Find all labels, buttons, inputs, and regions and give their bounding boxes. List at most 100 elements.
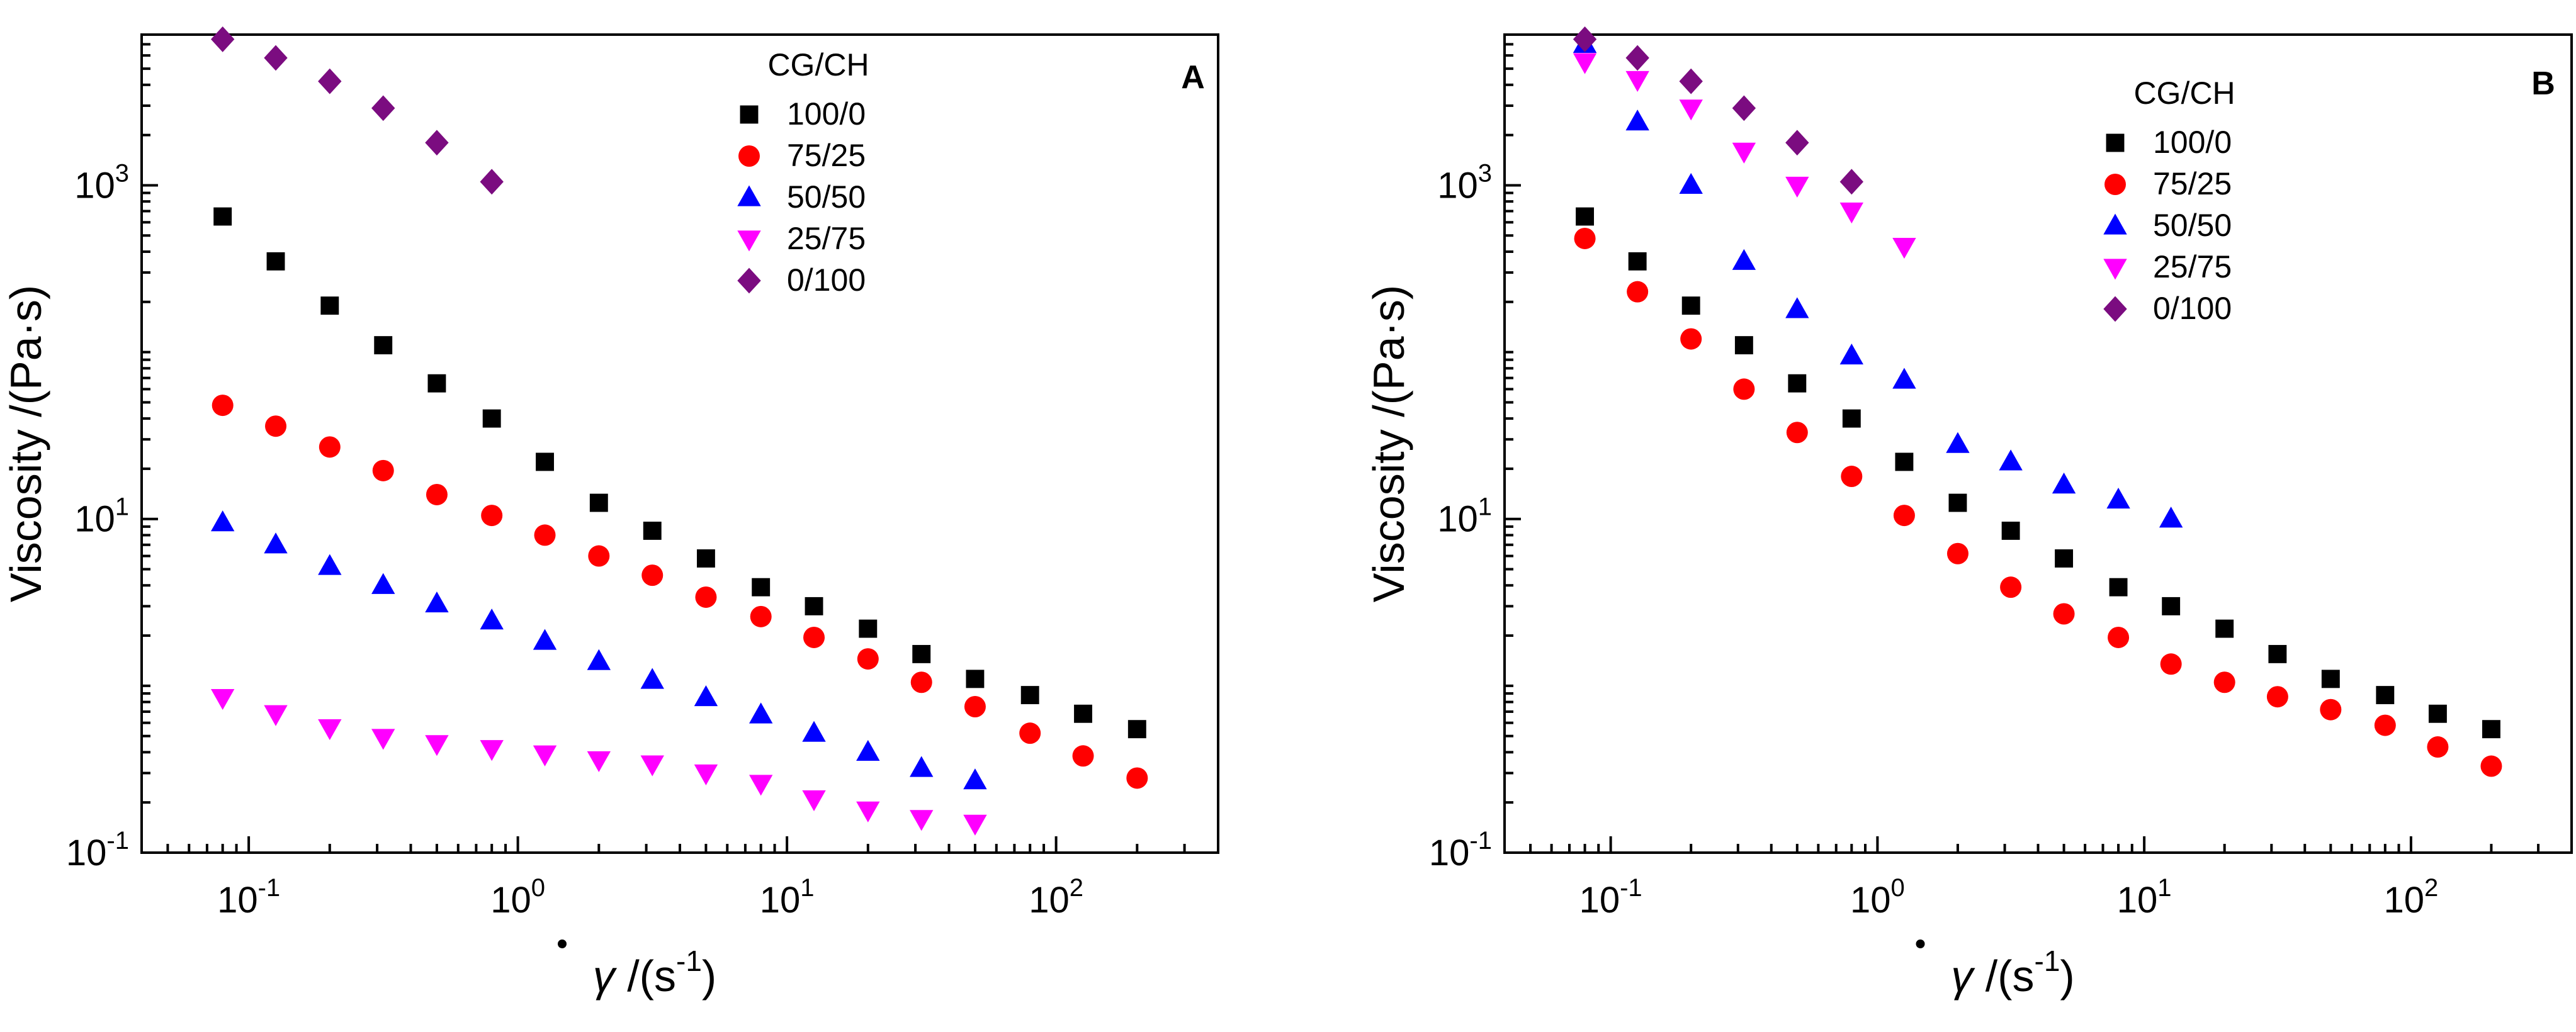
legend-entry: 25/75 [787, 221, 866, 256]
data-point [264, 532, 288, 554]
data-point [1786, 422, 1808, 444]
data-point [1733, 378, 1755, 400]
y-tick-label: 103 [1437, 159, 1492, 206]
data-point [587, 751, 611, 773]
data-point [1627, 281, 1649, 303]
data-point [2001, 521, 2020, 540]
y-tick-label: 103 [74, 159, 129, 206]
panel-b: 10-1 100 101 102 10-1 101 103 γ /(s-1) Viscosity… [1364, 26, 2573, 1001]
data-point [1019, 722, 1041, 744]
x-tick-label: 101 [760, 874, 815, 921]
data-point [480, 169, 504, 195]
data-point [1679, 68, 1703, 94]
x-tick-label: 10-1 [217, 874, 280, 921]
data-point [696, 549, 715, 568]
y-axis-title: Viscosity /(Pa·s) [1, 285, 50, 602]
data-point [2162, 597, 2181, 615]
series-25-75 [210, 688, 987, 836]
data-point [1785, 130, 1809, 156]
legend-entry: 75/25 [2153, 166, 2232, 201]
data-point [480, 740, 504, 761]
data-point [2428, 704, 2447, 723]
data-point [1625, 109, 1649, 131]
y-tick-label: 101 [1437, 493, 1492, 540]
data-point [752, 578, 771, 597]
data-point [212, 395, 234, 417]
data-point [1732, 95, 1756, 121]
data-point [1839, 202, 1864, 224]
data-point [266, 252, 285, 271]
data-point [533, 745, 557, 766]
data-point [213, 207, 232, 226]
data-point [694, 685, 718, 707]
data-point [641, 564, 664, 586]
data-point [426, 483, 448, 505]
data-point [803, 626, 825, 648]
data-point [1734, 336, 1753, 355]
data-point [2320, 698, 2342, 721]
data-point [2213, 671, 2235, 693]
data-point [966, 670, 985, 688]
legend-entry: 50/50 [787, 179, 866, 215]
data-point [2052, 473, 2076, 494]
legend-marker [738, 145, 760, 167]
data-point [481, 505, 503, 527]
data-point [1785, 176, 1809, 198]
data-point [1946, 432, 1970, 453]
x-tick-label: 101 [2117, 874, 2172, 921]
legend-title: CG/CH [767, 47, 869, 82]
series-0-100 [1573, 26, 1864, 195]
data-point [318, 554, 342, 575]
data-point [1680, 328, 1702, 350]
legend: CG/CH 100/0 75/25 50/50 25/75 0/100 [737, 47, 869, 298]
data-point [1893, 505, 1915, 527]
series-25-75 [1573, 53, 1916, 259]
legend-entry: 100/0 [2153, 125, 2232, 160]
data-point [1072, 745, 1094, 767]
data-point [371, 729, 395, 750]
data-point [425, 130, 449, 156]
legend-entry: 0/100 [787, 262, 866, 298]
x-axis-title: γ /(s-1) [593, 945, 716, 1001]
data-point [482, 409, 501, 428]
data-point [750, 605, 772, 627]
data-point [534, 524, 556, 546]
data-point [2053, 603, 2075, 625]
data-point [318, 68, 342, 94]
data-point [427, 374, 446, 393]
data-point [856, 801, 880, 822]
x-tick-label: 102 [1029, 874, 1083, 921]
panel-label: B [2531, 65, 2555, 102]
data-point [2215, 619, 2234, 638]
data-point [533, 629, 557, 650]
panel-label: A [1181, 59, 1205, 96]
data-point [1732, 249, 1756, 270]
data-point [1892, 367, 1916, 389]
data-point [2321, 670, 2340, 688]
data-point [802, 721, 826, 742]
data-point [319, 436, 341, 458]
series-0-100 [210, 26, 504, 195]
data-point [1628, 252, 1647, 271]
data-point [210, 26, 235, 52]
data-point [589, 493, 608, 512]
series-100-0 [213, 207, 1146, 739]
data-point [2374, 714, 2396, 736]
data-point [802, 790, 826, 812]
data-point [372, 459, 394, 481]
y-tick-label: 101 [74, 493, 129, 540]
data-point [2266, 686, 2288, 708]
data-point [1576, 207, 1595, 226]
legend-title: CG/CH [2133, 76, 2235, 111]
legend: CG/CH 100/0 75/25 50/50 25/75 0/100 [2103, 76, 2235, 326]
gamma-dot [1916, 939, 1925, 948]
data-point [2109, 578, 2128, 597]
series-75-25 [1574, 227, 2502, 777]
data-point [318, 719, 342, 741]
data-point [859, 619, 878, 638]
data-point [1127, 720, 1146, 739]
data-point [856, 739, 880, 761]
data-point [1839, 169, 1864, 195]
data-point [640, 755, 664, 777]
data-point [1573, 26, 1597, 52]
